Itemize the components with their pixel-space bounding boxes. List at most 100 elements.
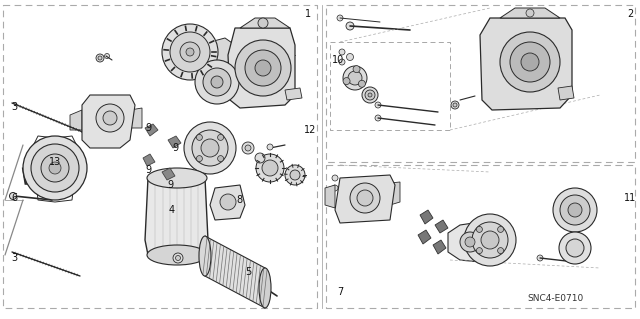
Circle shape — [510, 42, 550, 82]
Circle shape — [375, 115, 381, 121]
Circle shape — [285, 165, 305, 185]
Ellipse shape — [147, 245, 207, 265]
Circle shape — [460, 232, 480, 252]
Polygon shape — [143, 154, 155, 166]
Circle shape — [258, 18, 268, 28]
Text: 6: 6 — [11, 193, 17, 203]
Polygon shape — [162, 168, 175, 180]
Circle shape — [472, 222, 508, 258]
Circle shape — [339, 49, 345, 55]
Circle shape — [332, 175, 338, 181]
Circle shape — [218, 134, 223, 140]
Circle shape — [346, 22, 354, 30]
Circle shape — [500, 32, 560, 92]
Polygon shape — [130, 108, 142, 128]
Circle shape — [521, 53, 539, 71]
Circle shape — [162, 24, 218, 80]
Text: 3: 3 — [11, 253, 17, 263]
Circle shape — [255, 60, 271, 76]
Circle shape — [568, 203, 582, 217]
Circle shape — [218, 156, 223, 162]
Text: 11: 11 — [624, 193, 636, 203]
Circle shape — [337, 15, 343, 21]
Text: 4: 4 — [169, 205, 175, 215]
Circle shape — [103, 111, 117, 125]
Circle shape — [41, 154, 69, 182]
Circle shape — [339, 59, 345, 65]
Circle shape — [451, 101, 459, 109]
Circle shape — [332, 185, 338, 191]
Text: 9: 9 — [145, 123, 151, 133]
Text: 9: 9 — [172, 143, 178, 153]
Circle shape — [175, 256, 180, 261]
Text: SNC4-E0710: SNC4-E0710 — [527, 294, 583, 303]
Circle shape — [357, 190, 373, 206]
Text: 13: 13 — [49, 157, 61, 167]
Circle shape — [498, 248, 504, 254]
Circle shape — [498, 226, 504, 233]
Polygon shape — [418, 230, 431, 244]
Polygon shape — [70, 110, 82, 130]
Text: 9: 9 — [145, 165, 151, 175]
Circle shape — [96, 54, 104, 62]
Text: 5: 5 — [245, 267, 251, 277]
Ellipse shape — [199, 236, 211, 276]
Circle shape — [96, 104, 124, 132]
Circle shape — [365, 90, 375, 100]
Text: 10: 10 — [332, 55, 344, 65]
Circle shape — [559, 232, 591, 264]
Circle shape — [267, 144, 273, 150]
Circle shape — [348, 71, 362, 85]
Circle shape — [186, 48, 194, 56]
Circle shape — [49, 162, 61, 174]
Circle shape — [368, 93, 372, 97]
Circle shape — [195, 60, 239, 104]
Circle shape — [453, 103, 457, 107]
Circle shape — [98, 56, 102, 60]
Circle shape — [31, 144, 79, 192]
Circle shape — [553, 188, 597, 232]
Circle shape — [346, 54, 353, 61]
Polygon shape — [168, 136, 181, 148]
Circle shape — [192, 130, 228, 166]
Circle shape — [220, 194, 236, 210]
Polygon shape — [205, 236, 265, 308]
Circle shape — [566, 239, 584, 257]
Circle shape — [526, 9, 534, 17]
Circle shape — [196, 156, 202, 162]
Circle shape — [235, 40, 291, 96]
Text: 3: 3 — [11, 102, 17, 112]
Polygon shape — [145, 124, 158, 136]
Polygon shape — [145, 178, 208, 255]
Circle shape — [211, 76, 223, 88]
Circle shape — [245, 145, 251, 151]
Circle shape — [196, 134, 202, 140]
Circle shape — [343, 78, 350, 85]
Circle shape — [350, 183, 380, 213]
Circle shape — [375, 102, 381, 108]
Circle shape — [10, 192, 17, 199]
Circle shape — [242, 142, 254, 154]
Text: 8: 8 — [236, 195, 242, 205]
Circle shape — [173, 253, 183, 263]
Circle shape — [464, 214, 516, 266]
Circle shape — [481, 231, 499, 249]
Text: E-6: E-6 — [205, 144, 229, 154]
Circle shape — [23, 136, 87, 200]
Circle shape — [476, 248, 483, 254]
Circle shape — [560, 195, 590, 225]
Circle shape — [358, 80, 365, 87]
Circle shape — [362, 87, 378, 103]
Text: 7: 7 — [337, 287, 343, 297]
Circle shape — [465, 237, 475, 247]
Circle shape — [245, 50, 281, 86]
Polygon shape — [500, 8, 560, 18]
Polygon shape — [558, 86, 574, 100]
Text: 12: 12 — [304, 125, 316, 135]
Circle shape — [290, 170, 300, 180]
Circle shape — [184, 122, 236, 174]
Circle shape — [170, 32, 210, 72]
Text: 2: 2 — [627, 9, 633, 19]
Polygon shape — [210, 185, 245, 220]
Circle shape — [255, 153, 265, 163]
